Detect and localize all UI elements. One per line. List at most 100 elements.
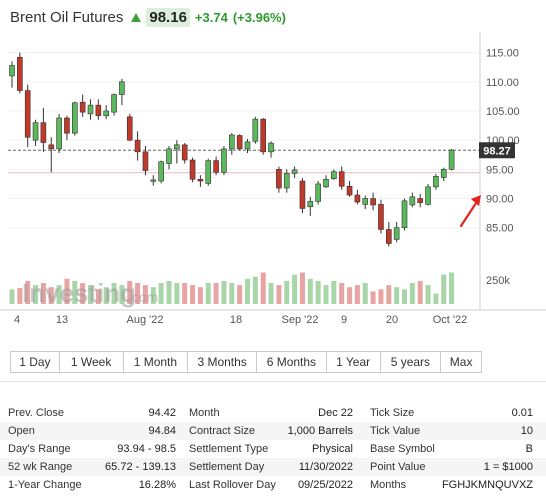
candle-body <box>9 65 15 77</box>
stat-value: 94.84 <box>148 425 176 437</box>
quote-header: Brent Oil Futures 98.16 +3.74 (+3.96%) <box>10 6 286 28</box>
candle-body <box>323 178 329 188</box>
price-change: +3.74 <box>194 9 228 25</box>
timeframe-selector: 1 Day 1 Week 1 Month 3 Months 6 Months 1… <box>10 351 482 373</box>
candle-body <box>378 204 384 230</box>
y-tick-label: 90.00 <box>486 194 514 206</box>
candle-body <box>174 144 180 150</box>
volume-bar <box>25 280 31 304</box>
stat-label: Settlement Type <box>189 443 269 455</box>
candle-body <box>79 101 86 113</box>
last-price-tag-label: 98.27 <box>483 145 511 157</box>
volume-bar <box>190 285 196 304</box>
volume-bar <box>402 289 407 304</box>
candle-body <box>346 185 353 196</box>
volume-bar <box>127 280 133 304</box>
stat-value: 1,000 Barrels <box>287 425 353 437</box>
volume-bar <box>166 280 172 304</box>
x-tick-label: Sep '22 <box>282 314 319 326</box>
stat-value: 94.42 <box>148 407 176 419</box>
y-tick-label: 105.00 <box>486 106 520 118</box>
row-shading <box>0 422 546 440</box>
stat-value: 0.01 <box>511 407 533 419</box>
volume-bar <box>378 289 384 304</box>
candle-body <box>103 110 109 116</box>
stat-value: 10 <box>520 425 533 437</box>
volume-bar <box>33 285 39 304</box>
stat-label: Settlement Day <box>189 461 265 473</box>
stat-value: 1 = $1000 <box>483 461 533 473</box>
volume-bar <box>197 287 203 304</box>
volume-bar <box>339 283 345 304</box>
y-tick-label: 85.00 <box>486 223 514 235</box>
last-price: 98.16 <box>146 7 190 27</box>
volume-bar <box>158 283 164 304</box>
volume-bar <box>268 283 274 304</box>
candle-body <box>283 173 290 189</box>
timeframe-1-year-button[interactable]: 1 Year <box>327 352 381 372</box>
candle-body <box>150 179 157 182</box>
candle-body <box>134 139 141 153</box>
candle-body <box>440 169 447 178</box>
timeframe-5-years-button[interactable]: 5 years <box>381 352 442 372</box>
volume-bar <box>331 280 337 304</box>
volume-bar <box>276 285 282 304</box>
stat-label: Prev. Close <box>8 407 65 419</box>
candle-body <box>409 196 416 206</box>
stat-value: 09/25/2022 <box>297 479 353 491</box>
volume-bar <box>88 285 93 304</box>
candle-body <box>260 118 267 153</box>
stat-value: Dec 22 <box>318 407 353 419</box>
timeframe-1-day-button[interactable]: 1 Day <box>11 352 60 372</box>
timeframe-1-month-button[interactable]: 1 Month <box>124 352 189 372</box>
candle-body <box>158 161 164 182</box>
candle-body <box>276 169 282 189</box>
volume-bar <box>409 283 415 304</box>
candle-body <box>448 149 455 170</box>
volume-bar <box>221 280 227 304</box>
y-tick-label: 115.00 <box>486 48 519 60</box>
timeframe-3-months-button[interactable]: 3 Months <box>188 352 257 372</box>
stat-value: 65.72 - 139.13 <box>105 461 176 473</box>
price-chart[interactable]: 115.00 110.00 105.00 100.00 95.00 90.00 85.00 2… <box>0 32 546 332</box>
candle-body <box>56 117 62 150</box>
candle-body <box>181 144 188 161</box>
stat-label: Tick Value <box>370 425 421 437</box>
timeframe-max-button[interactable]: Max <box>449 355 473 369</box>
stat-label: Contract Size <box>189 425 256 437</box>
volume-bar <box>433 293 439 304</box>
investing-watermark-suffix: .com <box>128 289 158 305</box>
stat-label: 52 wk Range <box>8 461 73 473</box>
stat-value: FGHJKMNQUVXZ <box>441 479 533 491</box>
x-tick-label: 13 <box>56 314 68 326</box>
volume-bar <box>315 280 321 304</box>
volume-bar <box>245 278 250 304</box>
up-arrow-icon <box>131 12 142 22</box>
stat-value: 11/30/2022 <box>298 461 353 473</box>
volume-bar <box>182 283 188 304</box>
candle-body <box>393 227 400 240</box>
volume-bar <box>237 285 243 304</box>
candlestick-chart-svg[interactable]: 115.00110.00105.00100.0095.0090.0085.002… <box>0 32 546 332</box>
volume-bar <box>252 276 258 304</box>
timeframe-1-week-button[interactable]: 1 Week <box>60 352 124 372</box>
stats-row: 52 wk Range 65.72 - 139.13 Settlement Da… <box>0 458 546 476</box>
timeframe-6-months-button[interactable]: 6 Months <box>257 352 327 372</box>
volume-bar <box>425 285 431 304</box>
candle-body <box>331 171 337 179</box>
x-tick-label: 9 <box>341 314 347 326</box>
stats-row: Prev. Close 94.42 Month Dec 22 Tick Size… <box>0 404 546 422</box>
stat-value: Physical <box>312 443 353 455</box>
volume-bar <box>370 291 376 304</box>
last-price-tag <box>479 142 515 159</box>
volume-bar <box>299 272 305 304</box>
volume-bar <box>307 278 313 304</box>
candle-body <box>229 134 235 150</box>
annotation-arrow-shaft <box>459 198 480 228</box>
stat-value: B <box>525 443 533 455</box>
stats-row: Open 94.84 Contract Size 1,000 Barrels T… <box>0 422 546 440</box>
x-tick-label: 18 <box>230 314 242 326</box>
candle-body <box>315 183 321 202</box>
x-tick-label: 4 <box>14 314 20 326</box>
candle-body <box>87 104 94 115</box>
